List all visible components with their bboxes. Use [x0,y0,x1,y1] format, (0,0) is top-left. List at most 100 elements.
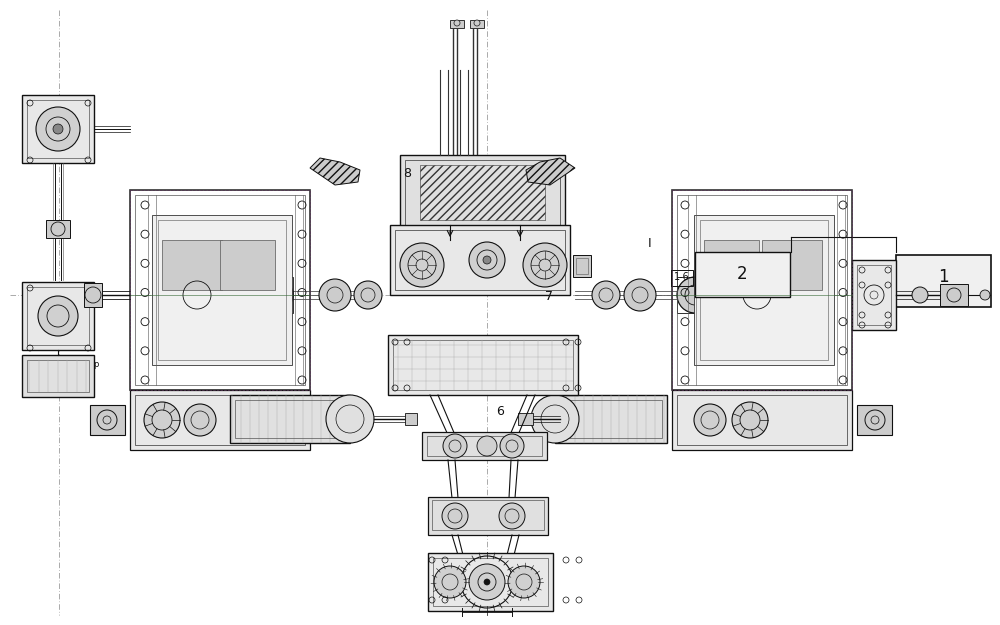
Bar [428,553,553,611]
Circle shape [144,402,180,438]
Bar [220,240,275,290]
Bar [672,390,852,450]
Bar [390,225,570,295]
Bar [427,436,542,456]
Bar [671,270,693,286]
Text: 6: 6 [496,405,504,418]
Circle shape [500,434,524,458]
Circle shape [36,107,80,151]
Bar [420,165,545,220]
Circle shape [474,20,480,26]
Bar [857,265,891,325]
Bar [896,255,991,307]
Bar [677,277,713,313]
Circle shape [677,277,713,313]
Circle shape [469,242,505,278]
Text: 7: 7 [545,290,553,303]
Bar [405,160,560,225]
Circle shape [947,288,961,302]
Bar [162,240,222,290]
Bar [130,190,310,390]
Bar [27,100,89,158]
Bar [433,558,548,606]
Bar [130,390,310,450]
Circle shape [484,579,490,585]
Bar [422,432,547,460]
Circle shape [434,566,466,598]
Bar [857,405,892,435]
Bar [470,20,484,28]
Bar [940,284,968,306]
Circle shape [477,436,497,456]
Bar [393,340,573,390]
Bar [235,400,345,438]
Circle shape [416,259,428,271]
Bar [428,497,548,535]
Circle shape [694,404,726,436]
Circle shape [97,410,117,430]
Circle shape [400,243,444,287]
Polygon shape [526,158,575,185]
Bar [432,500,544,530]
Circle shape [912,287,928,303]
Bar [152,215,292,365]
Text: 8: 8 [403,167,411,180]
Bar [852,260,896,330]
Bar [158,220,286,360]
Bar [700,220,828,360]
Bar [555,395,667,443]
Bar [576,258,588,274]
Bar [677,395,847,445]
Bar [573,255,591,277]
Circle shape [508,566,540,598]
Circle shape [326,395,374,443]
Circle shape [51,222,65,236]
Circle shape [732,402,768,438]
Text: I: I [648,237,652,250]
Bar [27,287,89,345]
Circle shape [980,290,990,300]
Bar [84,283,102,307]
Bar [130,190,310,390]
Circle shape [539,259,551,271]
Bar [672,190,852,390]
Circle shape [523,243,567,287]
Circle shape [319,279,351,311]
Bar [46,220,70,238]
Bar [22,282,94,350]
Bar [560,400,662,438]
Circle shape [354,281,382,309]
Bar [695,252,790,297]
Text: 2: 2 [737,265,747,283]
Bar [694,215,834,365]
Circle shape [85,287,101,303]
Bar [672,190,852,390]
Circle shape [38,296,78,336]
Bar [677,195,847,385]
Bar [90,405,125,435]
Circle shape [443,434,467,458]
Bar [518,413,533,425]
Bar [704,240,759,290]
Circle shape [624,279,656,311]
Bar [400,155,565,230]
Circle shape [531,395,579,443]
Bar [257,277,293,313]
Text: 1-6: 1-6 [674,272,690,282]
Polygon shape [310,158,360,185]
Bar [22,95,94,163]
Circle shape [469,564,505,600]
Bar [395,230,565,290]
Bar [388,335,578,395]
Text: 1: 1 [938,268,948,286]
Text: p: p [93,360,99,369]
Bar [27,360,89,392]
Circle shape [483,256,491,264]
Circle shape [442,503,468,529]
Circle shape [257,277,293,313]
Bar [22,355,94,397]
Circle shape [592,281,620,309]
Circle shape [454,20,460,26]
Bar [230,395,350,443]
Bar [762,240,822,290]
